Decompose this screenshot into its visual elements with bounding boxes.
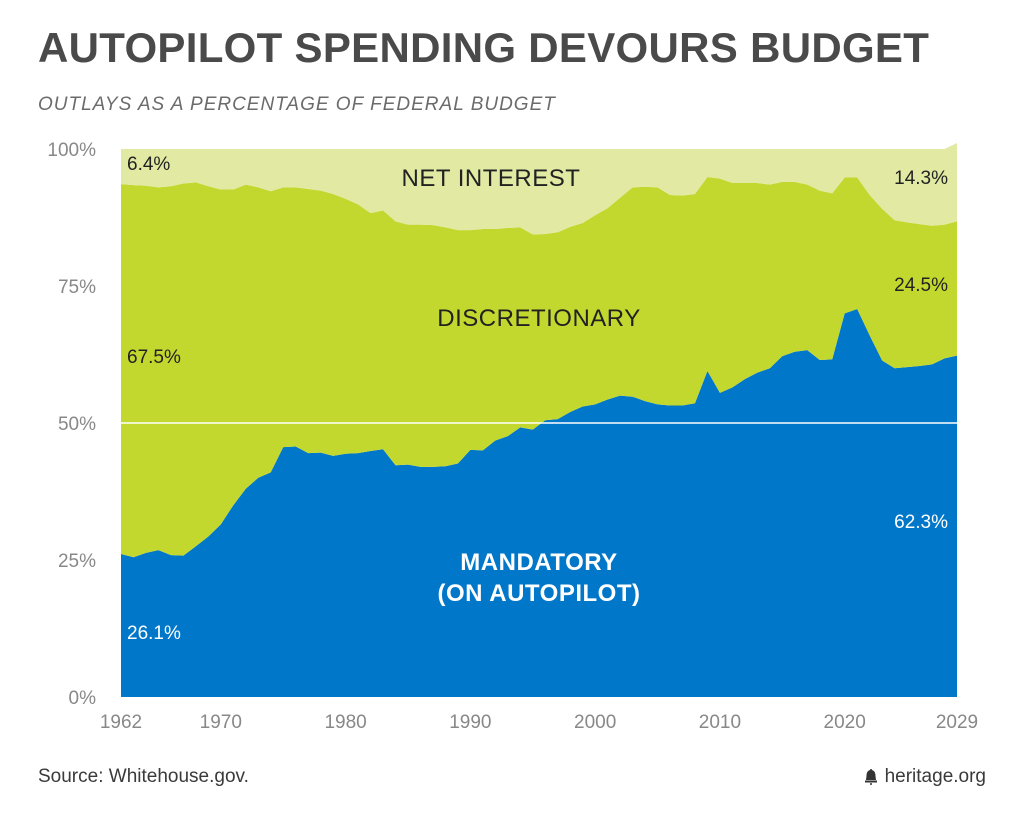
area-label-discretionary: DISCRETIONARY — [437, 305, 640, 332]
x-tick-label: 1980 — [324, 712, 366, 733]
x-tick-label: 2010 — [699, 712, 741, 733]
bell-icon — [864, 769, 877, 785]
y-tick-label: 0% — [69, 688, 97, 709]
area-mandatory-on-autopilot — [121, 309, 957, 697]
x-tick-label: 2020 — [824, 712, 866, 733]
y-tick-label: 75% — [58, 277, 96, 298]
y-tick-label: 25% — [58, 551, 96, 572]
brand[interactable]: heritage.org — [863, 766, 986, 788]
area-discretionary — [121, 176, 957, 558]
chart-subtitle: OUTLAYS AS A PERCENTAGE OF FEDERAL BUDGE… — [38, 94, 556, 115]
chart-title: AUTOPILOT SPENDING DEVOURS BUDGET — [38, 24, 930, 71]
x-tick-label: 1970 — [200, 712, 242, 733]
brand-label: heritage.org — [884, 766, 986, 787]
value-label-mandatory-start: 26.1% — [127, 623, 181, 644]
area-net-interest — [121, 142, 957, 235]
x-tick-label: 1990 — [449, 712, 491, 733]
x-axis-ticks: 1962 1970 1980 1990 2000 2010 2020 2029 — [100, 712, 978, 733]
y-axis-ticks: 0% 25% 50% 75% 100% — [47, 140, 96, 709]
y-tick-label: 100% — [47, 140, 96, 161]
x-tick-label: 2000 — [574, 712, 616, 733]
value-label-net-interest-start: 6.4% — [127, 154, 170, 175]
x-tick-label: 2029 — [936, 712, 978, 733]
value-label-discretionary-end: 24.5% — [894, 275, 948, 296]
y-tick-label: 50% — [58, 414, 96, 435]
area-label-mandatory-line2: (ON AUTOPILOT) — [438, 580, 641, 607]
source-note: Source: Whitehouse.gov. — [38, 766, 249, 787]
area-label-mandatory-line1: MANDATORY — [460, 549, 617, 576]
value-label-mandatory-end: 62.3% — [894, 512, 948, 533]
plot-areas — [121, 142, 957, 697]
value-label-net-interest-end: 14.3% — [894, 168, 948, 189]
x-tick-label: 1962 — [100, 712, 142, 733]
value-label-discretionary-start: 67.5% — [127, 347, 181, 368]
area-label-net-interest: NET INTEREST — [402, 165, 581, 192]
